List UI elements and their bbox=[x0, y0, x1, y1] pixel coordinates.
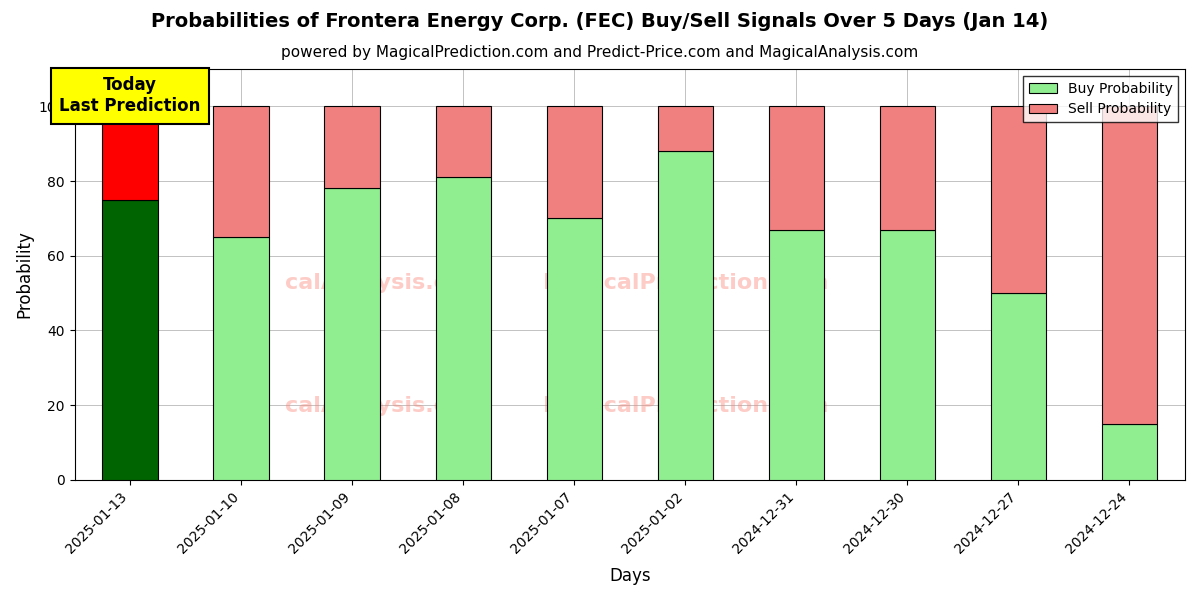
Bar bbox=[769, 230, 824, 479]
X-axis label: Days: Days bbox=[610, 567, 650, 585]
Bar bbox=[102, 106, 158, 200]
Bar bbox=[658, 151, 713, 479]
Text: calAnalysis.com: calAnalysis.com bbox=[286, 396, 486, 416]
Text: calAnalysis.com: calAnalysis.com bbox=[286, 272, 486, 293]
Bar bbox=[102, 200, 158, 479]
Bar bbox=[324, 188, 380, 479]
Text: Probabilities of Frontera Energy Corp. (FEC) Buy/Sell Signals Over 5 Days (Jan 1: Probabilities of Frontera Energy Corp. (… bbox=[151, 12, 1049, 31]
Bar bbox=[214, 237, 269, 479]
Bar bbox=[436, 106, 491, 177]
Bar bbox=[214, 106, 269, 237]
Bar bbox=[880, 106, 935, 230]
Bar bbox=[769, 106, 824, 230]
Bar bbox=[880, 230, 935, 479]
Text: powered by MagicalPrediction.com and Predict-Price.com and MagicalAnalysis.com: powered by MagicalPrediction.com and Pre… bbox=[281, 45, 919, 60]
Bar bbox=[991, 293, 1046, 479]
Bar bbox=[1102, 106, 1157, 424]
Bar bbox=[546, 106, 602, 218]
Bar bbox=[436, 177, 491, 479]
Y-axis label: Probability: Probability bbox=[16, 230, 34, 318]
Text: Today
Last Prediction: Today Last Prediction bbox=[60, 76, 200, 115]
Text: MagicalPrediction.com: MagicalPrediction.com bbox=[542, 272, 828, 293]
Text: MagicalPrediction.com: MagicalPrediction.com bbox=[542, 396, 828, 416]
Bar bbox=[546, 218, 602, 479]
Bar bbox=[324, 106, 380, 188]
Legend: Buy Probability, Sell Probability: Buy Probability, Sell Probability bbox=[1024, 76, 1178, 122]
Bar bbox=[1102, 424, 1157, 479]
Bar bbox=[658, 106, 713, 151]
Bar bbox=[991, 106, 1046, 293]
